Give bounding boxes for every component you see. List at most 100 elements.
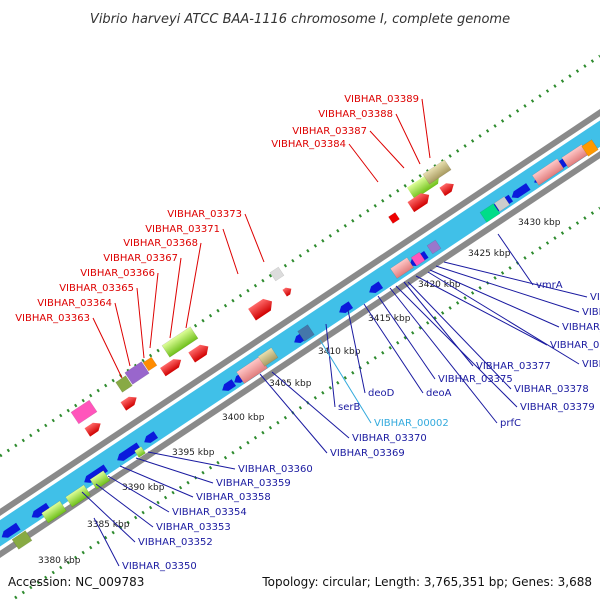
tick-label: 3395 kbp: [172, 448, 215, 458]
leader-line: [136, 287, 145, 359]
inner-tick-ring: [9, 206, 600, 600]
leader-line: [497, 233, 534, 286]
reverse-gene-block: [257, 347, 279, 367]
tick-label: 3425 kbp: [468, 249, 511, 259]
gene-label: VIBHAR_03388: [318, 109, 393, 120]
gene-label: VIBHAR_03369: [330, 448, 405, 459]
gene-label: serB: [338, 402, 360, 413]
gene-label: VIBHAR_03367: [103, 253, 178, 264]
reverse-gene-block: [41, 500, 67, 524]
leader-line: [415, 275, 548, 346]
gene-label: VIBHAR_03373: [167, 209, 242, 220]
reverse-gene-block: [426, 239, 442, 255]
forward-gene-block: [120, 396, 137, 411]
gene-label: VIBHAR_03382: [582, 359, 600, 370]
gene-label: VIBHAR_03353: [156, 522, 231, 533]
reverse-cds-arrow: [84, 464, 109, 483]
reverse-cds-arrow: [339, 301, 354, 313]
leader-line: [395, 285, 518, 408]
gene-label: VIBHAR_03371: [145, 224, 220, 235]
reverse-gene-block: [65, 484, 91, 508]
gene-label: VIBHAR_03368: [123, 238, 198, 249]
reverse-cds-arrow: [511, 183, 531, 199]
gene-label: VIBHAR_03352: [138, 537, 213, 548]
gene-label: VIBHAR_03378: [514, 384, 589, 395]
forward-gene-block: [115, 375, 133, 393]
gene-label: deoD: [368, 388, 395, 399]
gene-label: VIBHAR_03354: [172, 507, 247, 518]
leader-line: [222, 228, 239, 275]
reverse-gene-block: [89, 470, 111, 490]
tick-label: 3405 kbp: [269, 379, 312, 389]
leader-line: [377, 295, 436, 380]
leader-line: [107, 475, 170, 513]
gene-label: VIBHAR_03383: [562, 322, 600, 333]
reverse-gene-block: [390, 257, 414, 279]
map-title: Vibrio harveyi ATCC BAA-1116 chromosome …: [90, 12, 510, 27]
reverse-cds-arrow: [1, 522, 21, 538]
leader-line: [363, 303, 424, 394]
tick-label: 3380 kbp: [38, 556, 81, 566]
leader-line: [95, 483, 154, 528]
leader-line: [443, 261, 588, 298]
gene-label: VIBHAR_03360: [238, 464, 313, 475]
forward-gene-block: [422, 159, 452, 185]
leader-line: [119, 465, 194, 498]
leader-line: [429, 269, 560, 328]
accession-text: Accession: NC_009783: [8, 575, 144, 589]
reverse-gene-block: [479, 203, 501, 223]
leader-line: [271, 371, 350, 439]
gene-label: VIBHAR_03375: [438, 374, 513, 385]
leader-line: [395, 113, 421, 165]
leader-line: [389, 287, 498, 424]
leader-line: [319, 339, 372, 424]
reverse-gene-block: [531, 158, 565, 186]
forward-gene-block: [282, 287, 292, 297]
reverse-gene-block: [493, 196, 511, 212]
topology-summary: Topology: circular; Length: 3,765,351 bp…: [261, 575, 592, 589]
leader-line: [259, 373, 328, 454]
gene-label: VIBHAR_03366: [80, 268, 155, 279]
leader-line: [135, 457, 214, 484]
forward-gene-block: [269, 266, 285, 282]
outer-tick-ring: [0, 54, 600, 458]
leader-line: [93, 517, 120, 567]
tick-label: 3415 kbp: [368, 314, 411, 324]
leader-line: [435, 265, 580, 313]
leader-line: [407, 281, 512, 390]
leader-line: [147, 451, 236, 470]
gene-label: deoA: [426, 388, 452, 399]
reverse-gene-block: [581, 139, 599, 157]
backbone-outer: [0, 109, 600, 516]
gene-label: VIBHAR_03384: [271, 139, 346, 150]
forward-gene-block: [407, 193, 430, 213]
leader-line: [81, 491, 136, 543]
leader-line: [114, 302, 131, 367]
gene-label: prfC: [500, 418, 521, 429]
leader-line: [149, 272, 159, 349]
tick-label: 3400 kbp: [222, 413, 265, 423]
gene-label: VIBHAR_03370: [352, 433, 427, 444]
forward-gene-block: [70, 399, 98, 425]
forward-gene-block: [388, 212, 400, 224]
leader-line: [427, 271, 580, 365]
forward-gene-block: [439, 183, 454, 197]
reverse-gene-block: [134, 446, 146, 458]
leader-line: [325, 323, 336, 408]
gene-label: VIBHAR_03387: [292, 126, 367, 137]
reverse-cds-arrow: [117, 442, 142, 461]
forward-gene-block: [84, 422, 101, 437]
forward-gene-block: [161, 326, 199, 358]
gene-label: VIBHAR_03358: [196, 492, 271, 503]
reverse-cds-arrow: [144, 431, 159, 443]
label-leader-lines: [81, 98, 588, 567]
forward-gene-block: [142, 356, 158, 372]
tick-label: 3410 kbp: [318, 347, 361, 357]
gene-label: VIBHAR_03364: [37, 298, 112, 309]
reverse-gene-block: [297, 324, 315, 342]
gene-label: VIBHAR_00002: [374, 418, 449, 429]
gene-label: vmrA: [536, 280, 563, 291]
gene-label: VIBHAR_03363: [15, 313, 90, 324]
reverse-cds-arrow: [369, 281, 384, 293]
